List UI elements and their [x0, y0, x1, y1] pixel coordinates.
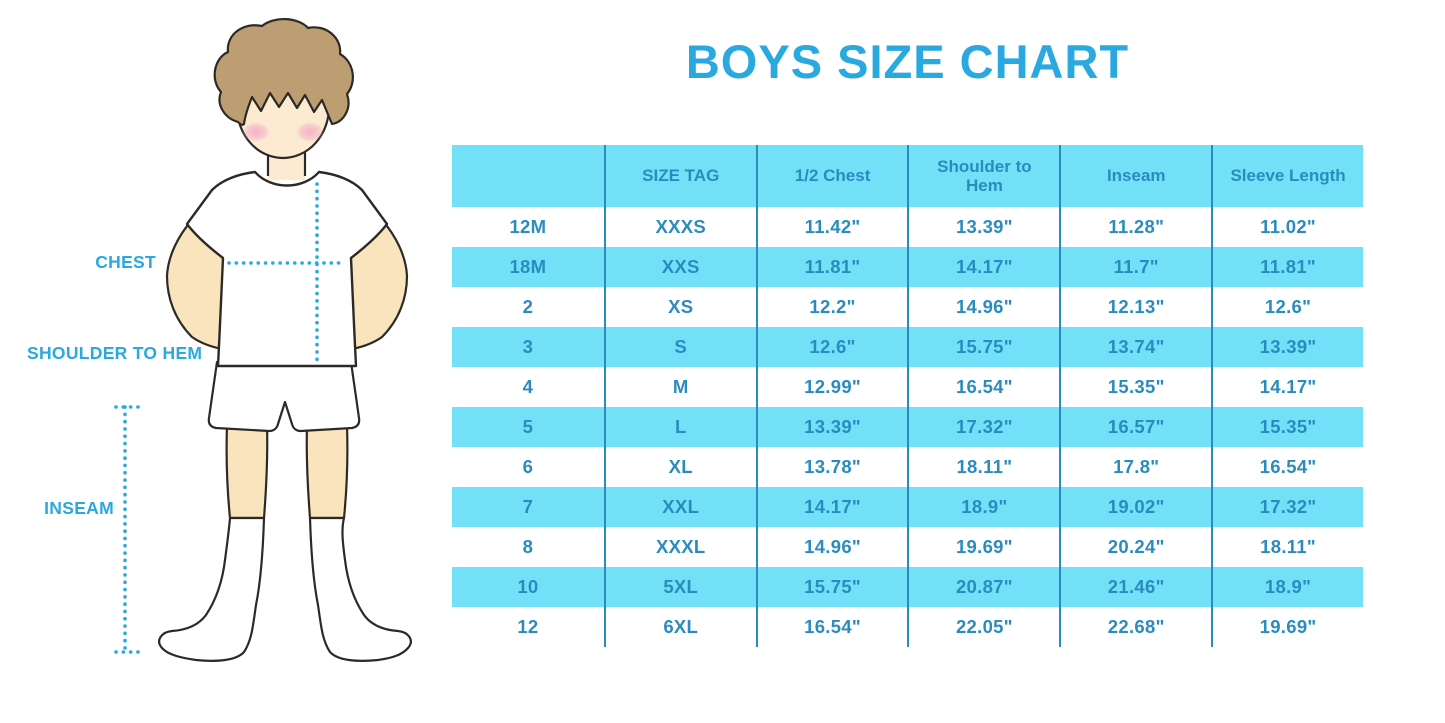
table-cell: L — [603, 407, 756, 447]
table-cell: 13.39" — [755, 407, 908, 447]
table-header-row: SIZE TAG 1/2 Chest Shoulder to Hem Inseam Sl… — [452, 145, 1363, 207]
table-cell: XXXS — [603, 207, 756, 247]
table-row: 12M XXXS 11.42" 13.39" 11.28" 11.02" — [452, 207, 1363, 247]
table-cell: 18.11" — [1211, 527, 1363, 567]
table-cell: 14.17" — [755, 487, 908, 527]
table-cell: 11.81" — [1211, 247, 1363, 287]
table-cell: 20.87" — [907, 567, 1059, 607]
table-cell: 11.28" — [1059, 207, 1211, 247]
header-cell: Shoulder to Hem — [907, 145, 1059, 207]
table-cell: 13.39" — [1211, 327, 1363, 367]
table-cell: 22.05" — [907, 607, 1059, 647]
table-cell: 14.96" — [755, 527, 908, 567]
table-cell: 17.32" — [907, 407, 1059, 447]
inseam-label: INSEAM — [44, 498, 114, 518]
table-cell: 12.99" — [755, 367, 908, 407]
table-cell: 21.46" — [1059, 567, 1211, 607]
table-cell: 13.78" — [755, 447, 908, 487]
figure-legs — [225, 423, 349, 520]
size-table: SIZE TAG 1/2 Chest Shoulder to Hem Inseam Sl… — [452, 145, 1363, 647]
header-cell — [452, 145, 604, 207]
table-cell: 12.13" — [1059, 287, 1211, 327]
table-cell: 5XL — [603, 567, 756, 607]
table-cell: 3 — [522, 336, 534, 357]
table-cell: 12.6" — [1211, 287, 1363, 327]
table-row: 8 XXXL 14.96" 19.69" 20.24" 18.11" — [452, 527, 1363, 567]
table-cell: 17.32" — [1211, 487, 1363, 527]
table-cell: 20.24" — [1059, 527, 1211, 567]
table-cell: 13.39" — [907, 207, 1059, 247]
boy-illustration — [114, 18, 412, 662]
table-cell: 11.02" — [1211, 207, 1363, 247]
table-row: 10 5XL 15.75" 20.87" 21.46" 18.9" — [452, 567, 1363, 607]
table-cell: 18.9" — [907, 487, 1059, 527]
table-cell: XXXL — [603, 527, 756, 567]
table-cell: 15.35" — [1211, 407, 1363, 447]
table-cell: 12.6" — [755, 327, 908, 367]
table-cell: XL — [603, 447, 756, 487]
table-cell: XXL — [603, 487, 756, 527]
table-cell: 19.69" — [1211, 607, 1363, 647]
table-cell: 12M — [509, 216, 547, 237]
table-cell: 14.17" — [907, 247, 1059, 287]
table-cell: 18.9" — [1211, 567, 1363, 607]
table-cell: 6XL — [603, 607, 756, 647]
figure-shirt — [185, 170, 389, 368]
chest-label: CHEST — [95, 252, 156, 272]
table-cell: 16.57" — [1059, 407, 1211, 447]
figure-shorts — [207, 360, 361, 433]
table-row: 5 L 13.39" 17.32" 16.57" 15.35" — [452, 407, 1363, 447]
table-cell: 22.68" — [1059, 607, 1211, 647]
table-cell: 16.54" — [1211, 447, 1363, 487]
table-cell: XS — [603, 287, 756, 327]
table-cell: 12.2" — [755, 287, 908, 327]
table-cell: 19.69" — [907, 527, 1059, 567]
table-cell: 15.75" — [907, 327, 1059, 367]
table-cell: S — [603, 327, 756, 367]
header-cell: SIZE TAG — [603, 145, 756, 207]
table-cell: 14.17" — [1211, 367, 1363, 407]
cheek-left — [242, 122, 270, 142]
table-cell: 18M — [509, 256, 547, 277]
figure-hair — [213, 18, 354, 126]
table-cell: 16.54" — [907, 367, 1059, 407]
table-row: 18M XXS 11.81" 14.17" 11.7" 11.81" — [452, 247, 1363, 287]
header-cell: 1/2 Chest — [755, 145, 908, 207]
table-cell: 14.96" — [907, 287, 1059, 327]
table-cell: 5 — [522, 416, 534, 437]
table-cell: 2 — [522, 296, 534, 317]
table-cell: 15.75" — [755, 567, 908, 607]
table-cell: 8 — [522, 536, 534, 557]
table-cell: M — [603, 367, 756, 407]
page-title: BOYS SIZE CHART — [685, 35, 1130, 88]
table-row: 7 XXL 14.17" 18.9" 19.02" 17.32" — [452, 487, 1363, 527]
figure-socks — [158, 516, 412, 662]
table-cell: 12 — [517, 616, 539, 637]
table-cell: 11.81" — [755, 247, 908, 287]
table-cell: 7 — [522, 496, 534, 517]
table-cell: 6 — [522, 456, 534, 477]
table-cell: 4 — [522, 376, 534, 397]
table-cell: 18.11" — [907, 447, 1059, 487]
header-cell: Inseam — [1059, 145, 1211, 207]
table-row: 3 S 12.6" 15.75" 13.74" 13.39" — [452, 327, 1363, 367]
table-row: 6 XL 13.78" 18.11" 17.8" 16.54" — [452, 447, 1363, 487]
shoulder-to-hem-label: SHOULDER TO HEM — [27, 343, 203, 363]
table-row: 4 M 12.99" 16.54" 15.35" 14.17" — [452, 367, 1363, 407]
table-cell: 11.42" — [755, 207, 908, 247]
table-cell: 10 — [517, 576, 539, 597]
table-cell: 19.02" — [1059, 487, 1211, 527]
table-cell: XXS — [603, 247, 756, 287]
cheek-right — [296, 122, 324, 142]
header-cell: Sleeve Length — [1211, 145, 1363, 207]
table-cell: 17.8" — [1059, 447, 1211, 487]
table-cell: 15.35" — [1059, 367, 1211, 407]
table-row: 2 XS 12.2" 14.96" 12.13" 12.6" — [452, 287, 1363, 327]
table-cell: 11.7" — [1059, 247, 1211, 287]
table-cell: 13.74" — [1059, 327, 1211, 367]
table-row: 12 6XL 16.54" 22.05" 22.68" 19.69" — [452, 607, 1363, 647]
table-cell: 16.54" — [755, 607, 908, 647]
